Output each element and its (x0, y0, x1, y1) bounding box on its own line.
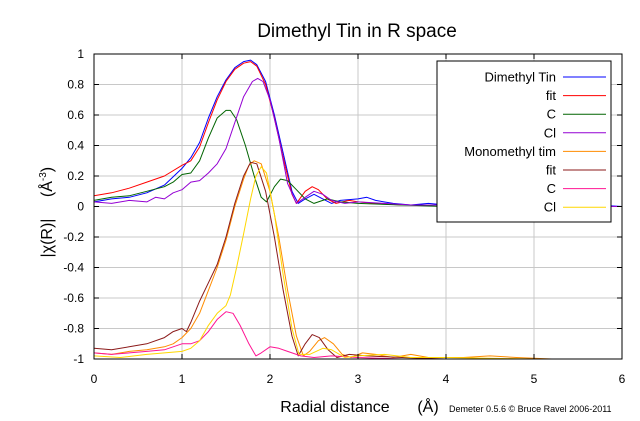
legend-label: Monomethyl tim (464, 144, 556, 159)
legend-box (436, 60, 612, 223)
x-tick-label: 5 (531, 372, 538, 386)
y-axis-unit-exponent: -3 (38, 172, 49, 181)
y-tick-label: -0.4 (63, 261, 84, 275)
legend-label: C (547, 181, 556, 196)
legend-label: Cl (544, 125, 556, 140)
x-tick-label: 1 (179, 372, 186, 386)
y-tick-label: 0.4 (67, 139, 84, 153)
legend-label: fit (546, 88, 557, 103)
y-tick-label: 0.8 (67, 78, 84, 92)
series-line-5 (93, 160, 622, 360)
y-tick-label: -0.6 (63, 291, 84, 305)
y-axis-label: |χ(R)| (Å-3) (37, 167, 56, 258)
y-tick-label: 1 (77, 47, 84, 61)
ticks: 0 1 2 3 4 5 6 -1 -0.8 -0.6 -0.4 -0.2 0 0.2 0.4 0.6 0.8 1 (63, 47, 625, 386)
y-axis-unit-base: (Å (37, 181, 56, 197)
x-axis-unit: (Å) (417, 397, 438, 416)
y-tick-label: -0.2 (63, 230, 84, 244)
x-tick-label: 4 (443, 372, 450, 386)
y-axis-unit: (Å-3) (37, 167, 56, 197)
x-tick-label: 6 (619, 372, 626, 386)
x-tick-label: 3 (355, 372, 362, 386)
y-axis-title: |χ(R)| (39, 219, 56, 258)
chart-title: Dimethyl Tin in R space (257, 21, 457, 42)
y-tick-label: -0.8 (63, 322, 84, 336)
credit-text: Demeter 0.5.6 © Bruce Ravel 2006-2011 (449, 404, 612, 414)
legend-label: Cl (544, 200, 556, 215)
legend: Dimethyl Tin fit C Cl Monomethyl tim fit C Cl (464, 70, 606, 215)
series-line-4 (93, 77, 622, 207)
y-tick-label: -1 (73, 352, 84, 366)
y-tick-label: 0 (77, 200, 84, 214)
legend-label: Dimethyl Tin (484, 70, 556, 85)
x-axis-title: Radial distance (280, 399, 390, 416)
y-tick-label: 0.2 (67, 169, 84, 183)
x-tick-label: 0 (91, 372, 98, 386)
x-axis-label: Radial distance (Å) (280, 397, 438, 416)
y-tick-label: 0.6 (67, 108, 84, 122)
legend-label: C (547, 107, 556, 122)
series-line-7 (93, 311, 622, 360)
x-tick-label: 2 (267, 372, 274, 386)
y-axis-unit-close: ) (39, 167, 56, 172)
legend-label: fit (546, 163, 557, 178)
